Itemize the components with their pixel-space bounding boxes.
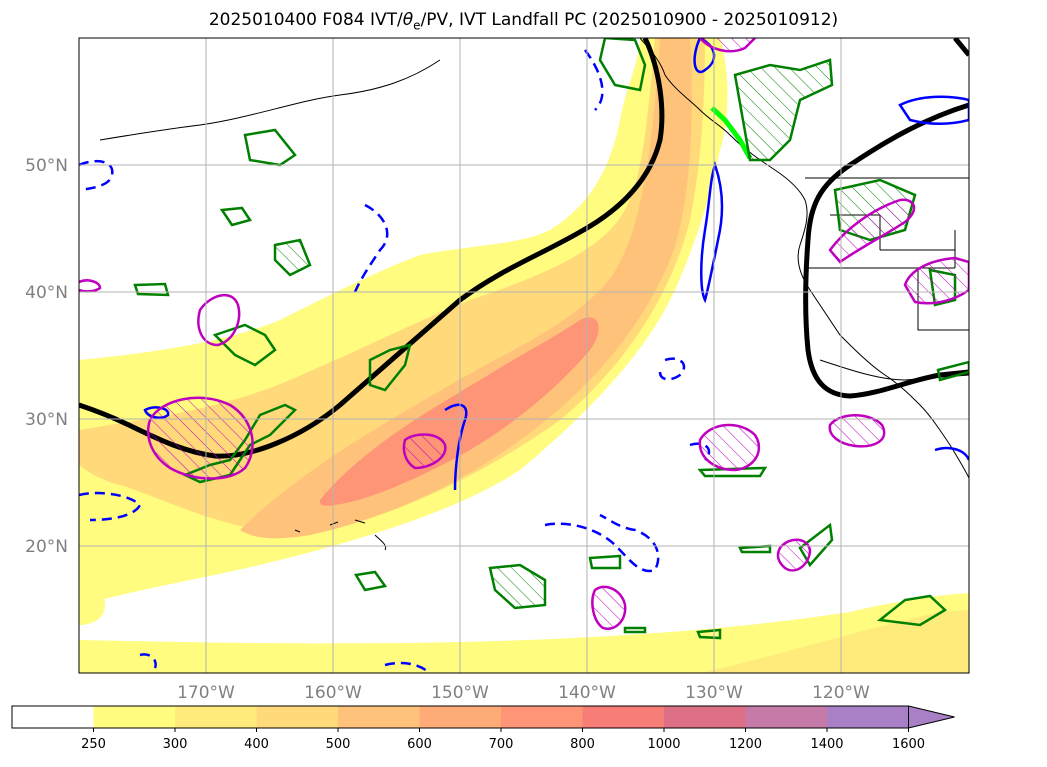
coastlines	[99, 38, 969, 551]
colorbar-tick-label: 1000	[647, 737, 680, 752]
hawaii-islands	[294, 519, 387, 551]
colorbar-segment	[745, 706, 828, 728]
ivt-band-250-west	[79, 583, 105, 625]
ivt-band-300-south	[700, 610, 969, 673]
pv-neg-dashed-a	[79, 159, 114, 192]
colorbar-segment	[175, 706, 257, 728]
colorbar-tick-label: 1200	[729, 737, 762, 752]
colorbar-segment	[827, 706, 909, 728]
pv-neg-dashed-c	[79, 491, 142, 522]
colorbar-segment	[501, 706, 583, 728]
colorbar-tick-label: 500	[326, 737, 351, 752]
landfall-contour-northeast	[953, 38, 969, 57]
pv-neg-dashed-f	[658, 357, 686, 381]
colorbar-outline	[11, 705, 909, 729]
pv-negative-contours	[79, 38, 969, 673]
aleutian-islands	[99, 59, 441, 141]
pv-contour-south-a	[876, 594, 948, 627]
pv-contour-south-c	[738, 544, 772, 554]
pv-contour-mid-a	[212, 323, 277, 367]
pv-contour-se-b	[353, 570, 388, 592]
pv-neg-solid-a	[700, 161, 724, 304]
theta-e-contours	[79, 38, 969, 631]
pv-neg-solid-e	[444, 403, 468, 491]
map-frame	[78, 37, 970, 674]
pv-contour-nw-b	[219, 206, 252, 227]
colorbar-segment	[338, 706, 420, 728]
colorbar-segment	[582, 706, 665, 728]
ivt-band-250-south	[79, 593, 969, 673]
lon-label-130w: 130°W	[685, 683, 743, 703]
colorbar-tick-label: 800	[570, 737, 595, 752]
theta-e-contour-east-b	[828, 414, 886, 448]
pv-contour-coast-a	[733, 58, 834, 162]
pv-neg-dashed-i	[139, 653, 157, 669]
colorbar-tick-label: 300	[163, 737, 188, 752]
theta-e-contour-land-a	[828, 198, 916, 264]
pv-contour-se-a	[488, 563, 547, 610]
colorbar-extend-arrow	[908, 705, 955, 729]
pv-neg-solid-f	[934, 446, 969, 461]
lon-label-170w: 170°W	[177, 683, 235, 703]
pv-neg-dashed-h	[384, 661, 431, 673]
pv-neg-solid-c	[898, 95, 969, 125]
landfall-coast-segment	[710, 106, 753, 160]
mexico-border	[819, 359, 969, 381]
lon-label-160w: 160°W	[304, 683, 362, 703]
ivt-band-800	[319, 317, 599, 506]
theta-e-contour-west	[146, 396, 254, 480]
colorbar-tick-label: 1400	[810, 737, 843, 752]
lat-label-30n: 30°N	[25, 410, 68, 430]
colorbar-tick-label: 1600	[892, 737, 925, 752]
pv-contour-south-e	[696, 628, 722, 640]
colorbar-segment	[256, 706, 339, 728]
landfall-contour-east	[803, 102, 969, 399]
map-title: 2025010400 F084 IVT/θe/PV, IVT Landfall …	[208, 10, 839, 33]
pv-contour-south-g	[588, 554, 622, 570]
ivt-colorbar: 250 300 400 500 600 700 800 1000 1200 1400 1600	[11, 705, 955, 752]
lat-label-50n: 50°N	[25, 156, 68, 176]
pv-neg-dashed-b	[353, 203, 389, 293]
lat-label-40n: 40°N	[25, 283, 68, 303]
pv-contour-mid-b	[133, 282, 170, 297]
theta-e-contour-nw	[79, 279, 102, 293]
pv-contour-mid-c	[368, 343, 412, 392]
pv-contour-coast-b	[598, 38, 647, 92]
colorbar-segment	[419, 706, 502, 728]
colorbar-segment	[12, 706, 94, 728]
colorbar-segment	[93, 706, 176, 728]
lon-label-140w: 140°W	[558, 683, 616, 703]
colorbar-tick-label: 700	[489, 737, 514, 752]
theta-e-contour-south	[591, 585, 627, 631]
pv-contour-nw-c	[273, 238, 312, 277]
lat-label-20n: 20°N	[25, 537, 68, 557]
lon-label-150w: 150°W	[431, 683, 489, 703]
north-america-coast	[639, 38, 969, 479]
pv-neg-dashed-d	[544, 513, 660, 573]
pv-contour-south-f	[623, 626, 647, 634]
gridlines	[79, 38, 969, 673]
colorbar-tick-label: 250	[81, 737, 106, 752]
map-layers	[79, 38, 969, 673]
theta-e-contour-center	[402, 433, 447, 470]
colorbar-tick-label: 600	[407, 737, 432, 752]
theta-e-contour-east-a	[698, 423, 761, 472]
theta-e-contour-east-c	[776, 538, 812, 572]
pv-neg-dashed-e	[583, 49, 604, 111]
lon-label-120w: 120°W	[812, 683, 870, 703]
pv-contour-nw-a	[243, 128, 297, 167]
theta-e-contour-mid	[197, 293, 241, 347]
colorbar-tick-label: 400	[244, 737, 269, 752]
colorbar-segment	[664, 706, 746, 728]
pv-contour-ne-b	[936, 360, 969, 382]
